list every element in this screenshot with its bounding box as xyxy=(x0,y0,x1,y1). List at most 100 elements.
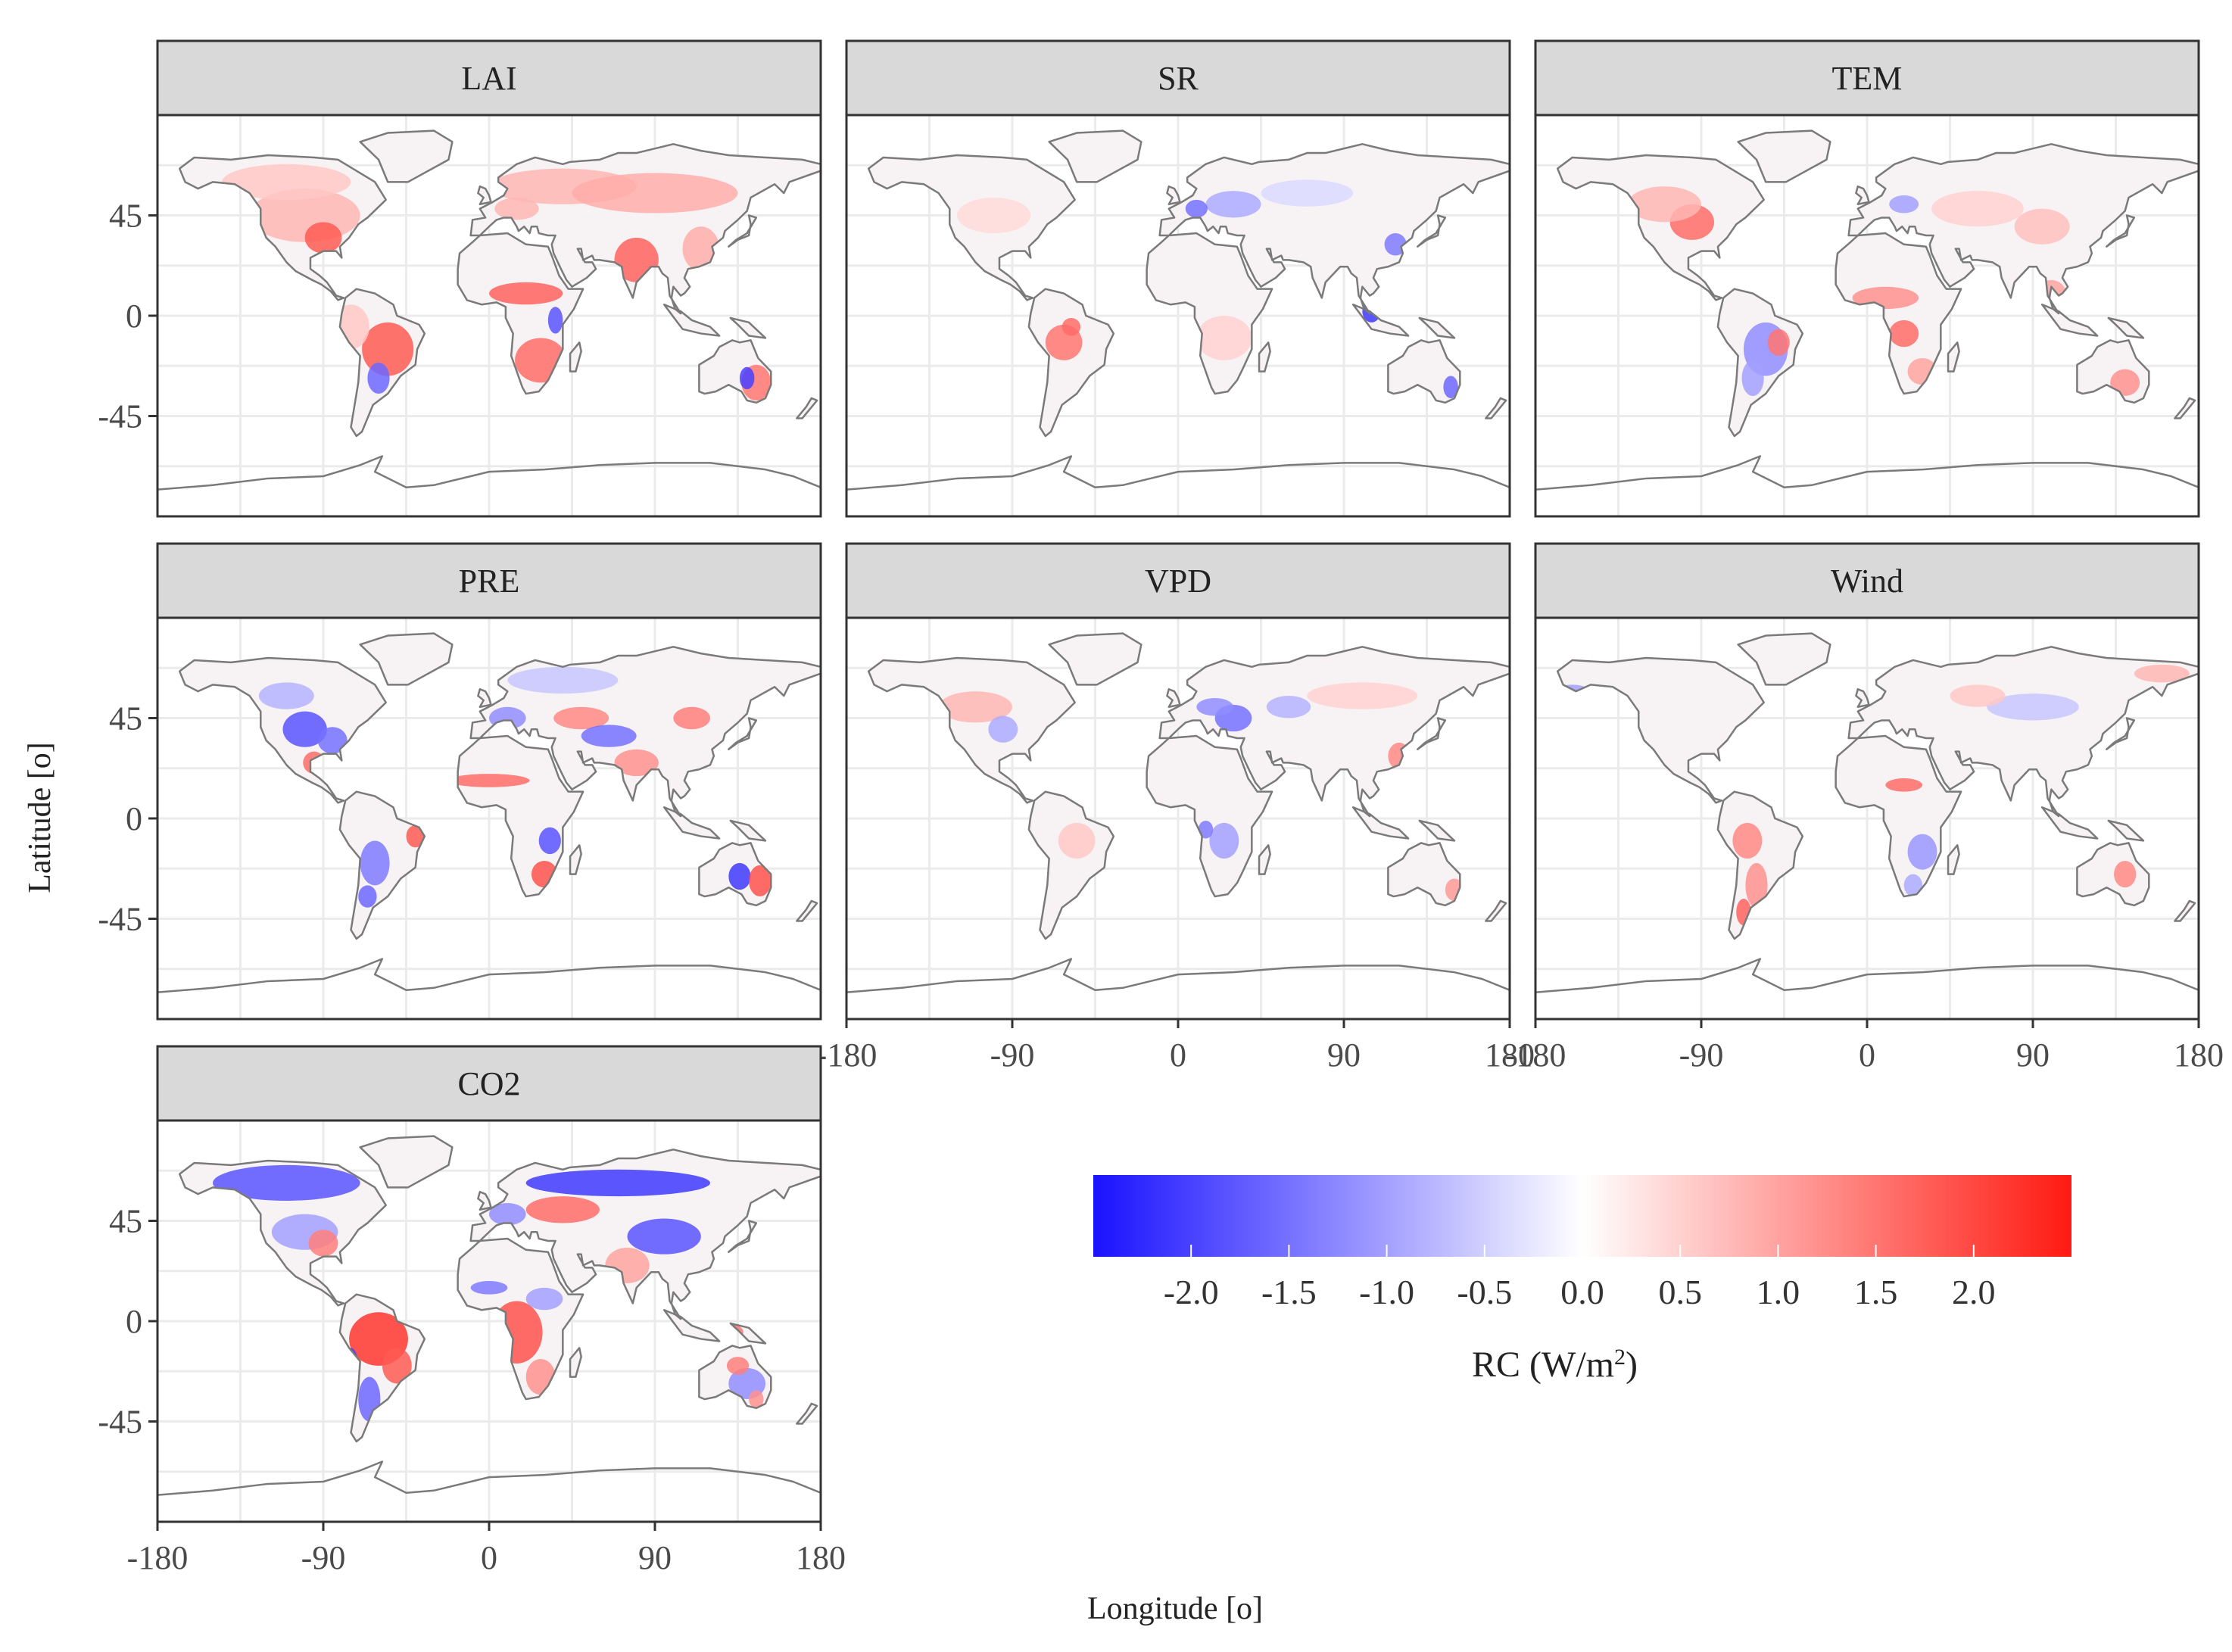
coastline-ng xyxy=(2107,819,2145,842)
coastline-af xyxy=(1146,232,1273,395)
rc-cell xyxy=(507,666,619,694)
rc-cell xyxy=(1058,822,1096,859)
coastline-na xyxy=(867,656,1076,804)
rc-cell xyxy=(362,322,414,376)
panel-co2: CO2 45 0 -45 -180 -90 0 90 180 xyxy=(98,1045,846,1576)
x-tick-label: 90 xyxy=(2016,1036,2050,1074)
rc-cell xyxy=(1903,874,1922,897)
coastline-ant xyxy=(157,455,821,516)
colorbar-tick-label: -0.5 xyxy=(1457,1273,1512,1311)
coastline-jp xyxy=(1417,717,1447,750)
rc-cell xyxy=(1266,696,1311,718)
y-tick-label: 45 xyxy=(109,198,142,235)
rc-cell xyxy=(1987,694,2079,721)
coastline-uk xyxy=(477,185,492,206)
rc-cell xyxy=(547,307,563,334)
rc-cell xyxy=(1209,822,1239,859)
rc-cell xyxy=(1185,199,1208,218)
coastline-au xyxy=(698,1345,772,1410)
rc-cell xyxy=(957,197,1031,234)
coastline-jp xyxy=(2106,717,2136,750)
coastline-uk xyxy=(1855,687,1870,709)
rc-cell xyxy=(213,1164,360,1201)
x-tick-label: 180 xyxy=(2174,1036,2224,1074)
panel-title: LAI xyxy=(461,60,516,97)
rc-cell xyxy=(222,164,351,200)
panel-title: PRE xyxy=(459,563,520,600)
coastline-id xyxy=(2040,304,2099,337)
rc-cell xyxy=(749,1390,764,1408)
rc-cell xyxy=(1931,191,2024,227)
colorbar-tick-label: -2.0 xyxy=(1164,1273,1219,1311)
coastline-ant xyxy=(157,1460,821,1522)
coastline-sa xyxy=(1027,288,1115,438)
rc-cell xyxy=(614,749,659,777)
rc-cell xyxy=(358,885,377,908)
panel-strip xyxy=(156,39,822,117)
x-tick-label: -90 xyxy=(301,1539,346,1576)
coastline-af xyxy=(1146,734,1273,898)
rc-cell xyxy=(2134,664,2190,683)
coastline-id xyxy=(662,304,721,337)
coastline-nz xyxy=(796,899,818,922)
coastline-sa xyxy=(338,288,426,438)
coastline-id xyxy=(662,806,721,840)
coastline-au xyxy=(698,339,772,404)
coastline-md xyxy=(1947,844,1960,875)
coastline-au xyxy=(2076,842,2150,907)
coastline-nz xyxy=(2174,899,2196,922)
rc-cell xyxy=(258,682,314,709)
coastlines xyxy=(1535,632,2199,1019)
panel-frame xyxy=(845,114,1511,518)
rc-cell xyxy=(1889,195,1919,214)
colorbar-tick-label: 2.0 xyxy=(1952,1273,1996,1311)
x-tick-label: 180 xyxy=(1485,1036,1535,1074)
panel-lai: LAI 45 0 -45 xyxy=(98,39,822,518)
coastline-jp xyxy=(1417,214,1447,248)
coastline-ant xyxy=(1535,455,2199,516)
colorbar-tick-label: 1.5 xyxy=(1854,1273,1898,1311)
panel-strip xyxy=(1534,39,2200,117)
panel-title: Wind xyxy=(1831,563,1903,600)
rc-cell xyxy=(1196,698,1233,716)
rc-cell xyxy=(367,362,390,394)
coastline-md xyxy=(569,844,582,875)
coastline-nz xyxy=(1485,397,1507,419)
rc-cell xyxy=(673,706,711,730)
y-tick-label: 0 xyxy=(126,298,142,335)
colorbar-gradient xyxy=(1093,1175,2071,1257)
gridlines xyxy=(1535,115,2199,516)
x-tick-label: 0 xyxy=(1170,1036,1186,1074)
y-tick-label: 45 xyxy=(109,1203,142,1240)
rc-cell xyxy=(1767,329,1790,357)
rc-cell xyxy=(2114,860,2137,888)
rc-cell xyxy=(2110,369,2140,396)
x-tick-label: -180 xyxy=(816,1036,878,1074)
panel-title: TEM xyxy=(1832,60,1903,97)
rc-cell xyxy=(1732,822,1763,859)
coastline-na xyxy=(178,656,387,804)
rc-cell xyxy=(489,1202,526,1226)
rc-cell xyxy=(360,840,390,886)
rc-cell xyxy=(382,1348,412,1384)
rc-cell xyxy=(525,1287,563,1311)
panel-strip xyxy=(156,542,822,619)
coastline-sa xyxy=(338,1293,426,1443)
rc-cell xyxy=(282,711,327,747)
rc-cell xyxy=(1261,179,1354,207)
coastlines xyxy=(1535,129,2199,516)
rc-cell xyxy=(553,706,609,730)
coastline-af xyxy=(457,734,584,898)
x-tick-label: -90 xyxy=(1679,1036,1724,1074)
rc-cell xyxy=(538,827,561,855)
coastline-ant xyxy=(157,958,821,1019)
coastline-nz xyxy=(796,397,818,419)
coastline-id xyxy=(2040,806,2099,840)
colorbar-tick-label: 0.5 xyxy=(1658,1273,1702,1311)
rc-cell xyxy=(728,862,751,890)
panel-wind: Wind -180 -90 0 90 180 xyxy=(1505,542,2224,1074)
coastline-af xyxy=(457,232,584,395)
colorbar-legend: -2.0 -1.5 -1.0 -0.5 0.0 0.5 1.0 1.5 2.0 RC (W/m2… xyxy=(1093,1175,2071,1385)
